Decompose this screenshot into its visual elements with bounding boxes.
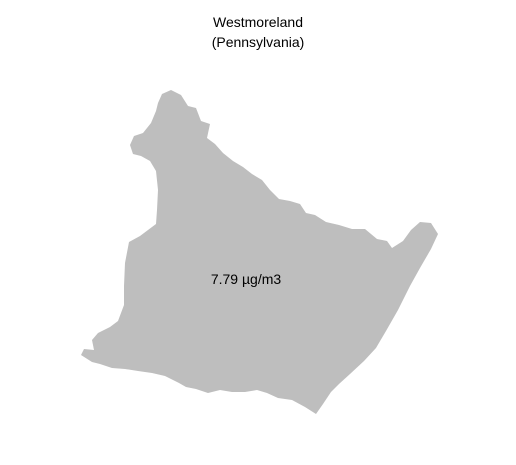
map-title-block: Westmoreland (Pennsylvania) — [0, 12, 516, 52]
county-title: Westmoreland — [212, 14, 303, 30]
county-value-label: 7.79 µg/m3 — [210, 271, 282, 287]
state-subtitle: (Pennsylvania) — [211, 34, 305, 50]
westmoreland-county-shape — [81, 90, 438, 414]
